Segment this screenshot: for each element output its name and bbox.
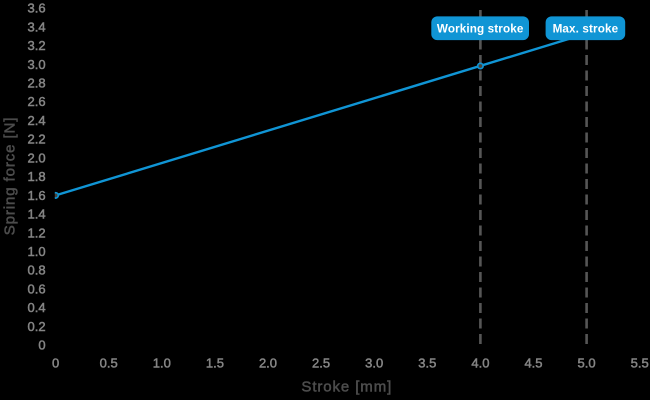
svg-text:1.2: 1.2: [28, 225, 46, 240]
svg-text:0: 0: [38, 338, 45, 353]
svg-text:2.8: 2.8: [28, 76, 46, 91]
svg-text:0: 0: [52, 355, 59, 370]
svg-text:2.2: 2.2: [28, 132, 46, 147]
svg-text:2.4: 2.4: [28, 113, 46, 128]
svg-text:0.8: 0.8: [28, 263, 46, 278]
svg-text:0.4: 0.4: [28, 300, 46, 315]
svg-text:0.2: 0.2: [28, 319, 46, 334]
svg-text:1.5: 1.5: [206, 355, 224, 370]
svg-text:1.0: 1.0: [153, 355, 171, 370]
svg-text:0.5: 0.5: [100, 355, 118, 370]
svg-text:3.6: 3.6: [28, 1, 46, 16]
svg-text:2.0: 2.0: [259, 355, 277, 370]
svg-text:Stroke [mm]: Stroke [mm]: [301, 378, 392, 395]
svg-text:4.0: 4.0: [471, 355, 489, 370]
svg-text:Max. stroke: Max. stroke: [553, 22, 619, 35]
svg-text:3.0: 3.0: [28, 57, 46, 72]
svg-text:5.0: 5.0: [578, 355, 596, 370]
svg-text:3.2: 3.2: [28, 38, 46, 53]
svg-text:2.5: 2.5: [312, 355, 330, 370]
svg-text:Working stroke: Working stroke: [437, 22, 524, 35]
svg-text:2.0: 2.0: [28, 150, 46, 165]
svg-text:1.0: 1.0: [28, 244, 46, 259]
svg-text:3.4: 3.4: [28, 19, 46, 34]
svg-text:2.6: 2.6: [28, 94, 46, 109]
svg-text:1.4: 1.4: [28, 207, 46, 222]
svg-text:Spring force [N]: Spring force [N]: [2, 117, 19, 236]
svg-text:1.6: 1.6: [28, 188, 46, 203]
svg-text:3.0: 3.0: [365, 355, 383, 370]
svg-text:5.5: 5.5: [631, 355, 649, 370]
svg-text:3.5: 3.5: [418, 355, 436, 370]
svg-text:4.5: 4.5: [524, 355, 542, 370]
svg-text:0.6: 0.6: [28, 281, 46, 296]
svg-text:1.8: 1.8: [28, 169, 46, 184]
